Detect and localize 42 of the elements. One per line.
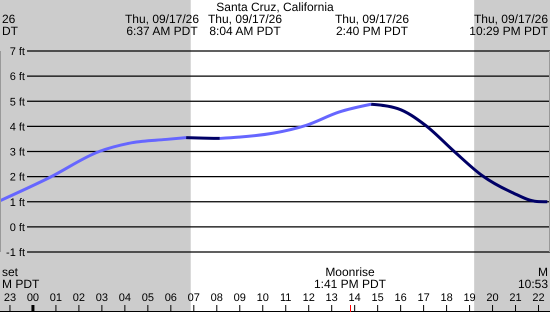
y-tick-label: 3 ft (10, 146, 25, 158)
x-tick-label: 00 (26, 292, 40, 304)
x-tick-label: 10 (256, 292, 269, 304)
x-tick-label: 15 (372, 292, 384, 304)
x-tick-label: 04 (118, 292, 131, 304)
y-tick-label: 4 ft (10, 121, 25, 134)
text: M 10:53 (518, 265, 548, 291)
y-tick-label: 5 ft (10, 96, 25, 108)
y-tick-label: 2 ft (10, 172, 25, 184)
x-tick-label: 19 (463, 292, 476, 304)
x-tick-label: 02 (72, 292, 86, 304)
x-tick-label: 12 (302, 292, 315, 304)
chart-title: Santa Cruz, California (216, 0, 334, 14)
y-tick-label: 6 ft (10, 71, 25, 84)
text: Moonrise 1:41 PM PDT (314, 265, 387, 291)
text: set M PDT (2, 265, 40, 291)
x-tick-label: 18 (440, 292, 453, 304)
x-tick-label: 03 (96, 292, 108, 304)
x-tick-label: 01 (50, 292, 62, 304)
text: Thu, 09/17/26 10:29 PM PDT (469, 12, 549, 38)
x-tick-label: 05 (142, 292, 154, 304)
y-tick-label: 0 ft (10, 222, 25, 234)
y-tick-label: 7 ft (10, 46, 25, 58)
x-tick-label: 16 (394, 292, 407, 304)
x-tick-label: 11 (280, 292, 292, 304)
x-tick-label: 23 (4, 292, 16, 304)
x-tick-label: 09 (234, 292, 246, 304)
x-tick-label: 21 (509, 292, 522, 304)
x-tick-label: 06 (164, 292, 177, 304)
y-tick-label: -1 ft (6, 247, 25, 259)
text: 26 DT (2, 12, 19, 38)
x-tick-label: 14 (348, 292, 361, 304)
text: Thu, 09/17/26 6:37 AM PDT (124, 12, 200, 38)
y-tick-label: 1 ft (10, 196, 25, 209)
text: Thu, 09/17/26 8:04 AM PDT (208, 12, 282, 38)
x-tick-label: 13 (326, 292, 338, 304)
text: Thu, 09/17/26 2:40 PM PDT (334, 12, 410, 38)
x-tick-label: 17 (417, 292, 430, 304)
x-tick-label: 08 (210, 292, 223, 304)
x-tick-label: 22 (532, 292, 545, 304)
x-tick-label: 20 (486, 292, 499, 304)
x-tick-label: 07 (188, 292, 200, 304)
